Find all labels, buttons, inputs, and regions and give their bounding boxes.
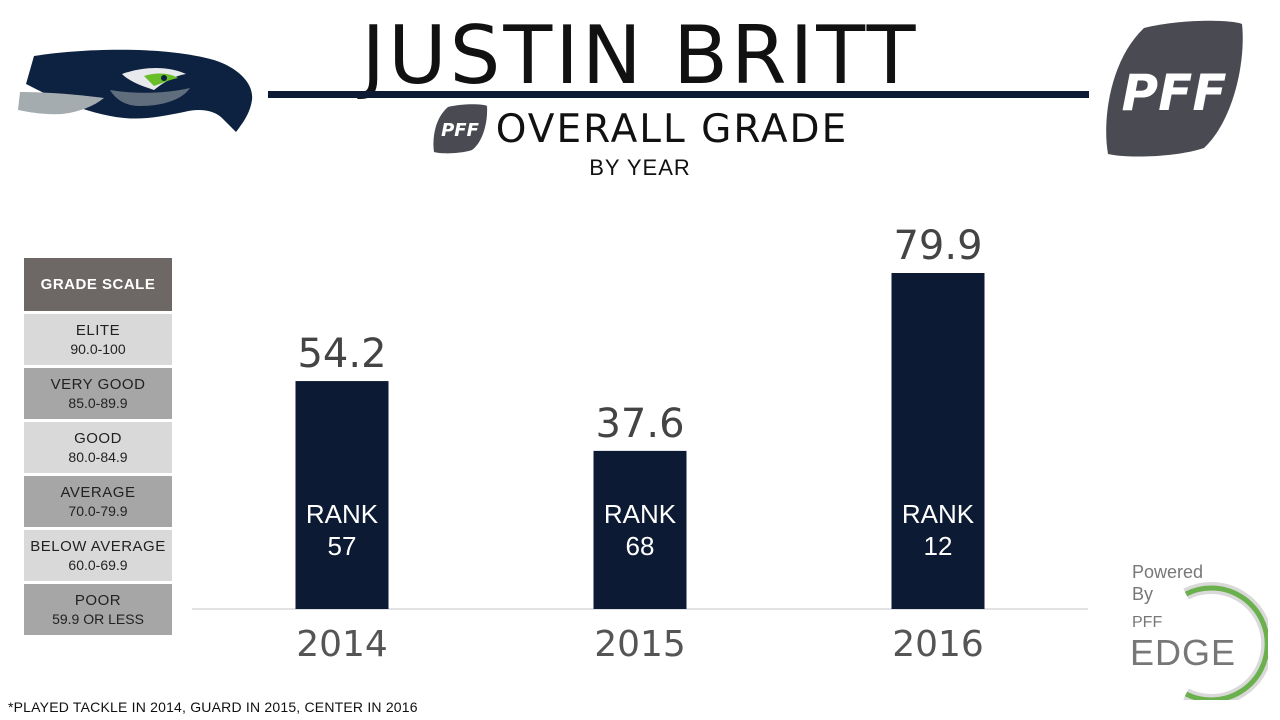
rank-label: RANK bbox=[306, 499, 379, 529]
x-tick-label: 2016 bbox=[892, 624, 984, 665]
pff-small-logo-icon: PFF bbox=[433, 104, 487, 154]
pff-football-logo-icon: PFF bbox=[1106, 20, 1243, 157]
footnote: *PLAYED TACKLE IN 2014, GUARD IN 2015, C… bbox=[8, 699, 418, 715]
title-underline bbox=[268, 91, 1089, 98]
pff-small-logo-text: PFF bbox=[441, 120, 479, 141]
bar-series: 54.2RANK57201437.6RANK68201579.9RANK1220… bbox=[295, 223, 985, 665]
grade-scale-range: 90.0-100 bbox=[70, 340, 126, 357]
grade-scale-label: BELOW AVERAGE bbox=[30, 537, 166, 555]
grade-scale-range: 59.9 OR LESS bbox=[52, 610, 144, 627]
grade-scale-range: 70.0-79.9 bbox=[68, 502, 128, 519]
rank-value: 12 bbox=[924, 531, 953, 561]
powered-by-line4: EDGE bbox=[1130, 632, 1237, 673]
grade-scale-label: ELITE bbox=[75, 321, 121, 339]
bar-2014 bbox=[295, 381, 389, 609]
chart-byline: BY YEAR bbox=[589, 155, 691, 180]
bar-2016 bbox=[891, 273, 985, 609]
grade-scale-range: 60.0-69.9 bbox=[68, 556, 128, 573]
rank-label: RANK bbox=[902, 499, 975, 529]
powered-by-line3: PFF bbox=[1132, 614, 1163, 631]
powered-by-line1: Powered bbox=[1132, 562, 1204, 582]
grade-scale-row-average: AVERAGE 70.0-79.9 bbox=[24, 476, 172, 527]
grade-scale-row-very-good: VERY GOOD 85.0-89.9 bbox=[24, 368, 172, 419]
grade-scale-label: VERY GOOD bbox=[50, 375, 146, 393]
rank-label: RANK bbox=[604, 499, 677, 529]
powered-by-line2: By bbox=[1132, 584, 1154, 604]
grade-scale-label: GOOD bbox=[74, 429, 122, 447]
value-label: 37.6 bbox=[595, 401, 684, 447]
grade-scale-row-below-average: BELOW AVERAGE 60.0-69.9 bbox=[24, 530, 172, 581]
grade-scale-legend: GRADE SCALE ELITE 90.0-100 VERY GOOD 85.… bbox=[24, 258, 172, 635]
brand-logo-text: PFF bbox=[1122, 64, 1227, 122]
grade-scale-row-elite: ELITE 90.0-100 bbox=[24, 314, 172, 365]
grade-scale-row-good: GOOD 80.0-84.9 bbox=[24, 422, 172, 473]
grade-scale-range: 85.0-89.9 bbox=[68, 394, 128, 411]
x-tick-label: 2015 bbox=[594, 624, 686, 665]
x-tick-label: 2014 bbox=[296, 624, 388, 665]
chart-subtitle: OVERALL GRADE bbox=[495, 106, 849, 152]
value-label: 54.2 bbox=[297, 331, 386, 377]
rank-value: 68 bbox=[626, 531, 655, 561]
value-label: 79.9 bbox=[893, 223, 982, 269]
grade-scale-range: 80.0-84.9 bbox=[68, 448, 128, 465]
grade-scale-title: GRADE SCALE bbox=[24, 258, 172, 311]
powered-by-badge: Powered By PFF EDGE bbox=[1128, 560, 1268, 700]
grade-scale-row-poor: POOR 59.9 OR LESS bbox=[24, 584, 172, 635]
team-logo-icon bbox=[18, 49, 253, 132]
edge-arc-icon bbox=[1183, 582, 1268, 700]
grade-scale-label: AVERAGE bbox=[60, 483, 136, 501]
bar-2015 bbox=[593, 450, 687, 609]
rank-value: 57 bbox=[328, 531, 357, 561]
page-title: JUSTIN BRITT bbox=[361, 9, 919, 102]
grade-scale-label: POOR bbox=[74, 591, 122, 609]
subtitle-row: PFF OVERALL GRADE bbox=[380, 104, 900, 154]
